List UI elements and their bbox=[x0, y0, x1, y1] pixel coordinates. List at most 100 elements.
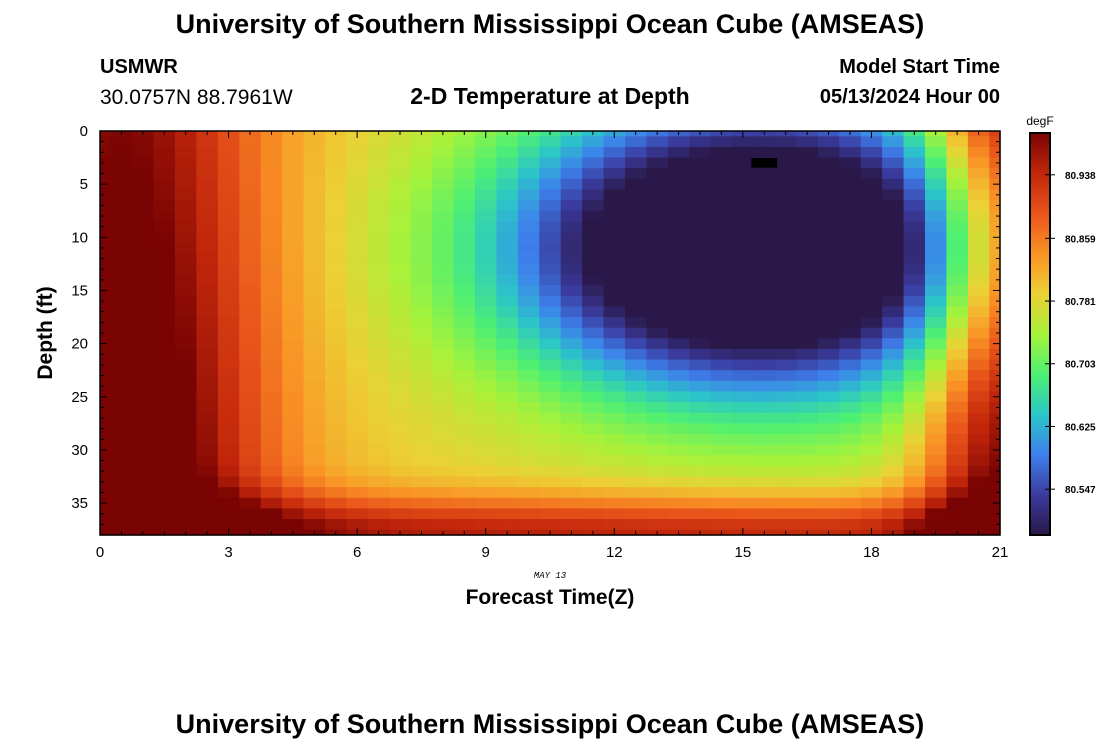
heatmap-cell bbox=[710, 221, 733, 233]
heatmap-cell bbox=[453, 168, 476, 180]
heatmap-cell bbox=[325, 242, 348, 254]
heatmap-cell bbox=[646, 210, 669, 222]
heatmap-cell bbox=[410, 136, 433, 148]
heatmap-cell bbox=[217, 157, 240, 169]
heatmap-cell bbox=[646, 168, 669, 180]
heatmap-cell bbox=[817, 412, 840, 424]
heatmap-cell bbox=[410, 306, 433, 318]
heatmap-cell bbox=[196, 210, 219, 222]
heatmap-cell bbox=[410, 359, 433, 371]
heatmap-cell bbox=[732, 412, 755, 424]
heatmap-cell bbox=[646, 434, 669, 446]
heatmap-cell bbox=[539, 263, 562, 276]
heatmap-cell bbox=[625, 242, 648, 254]
heatmap-cell bbox=[175, 487, 198, 499]
heatmap-cell bbox=[646, 497, 669, 510]
heatmap-cell bbox=[217, 348, 240, 361]
heatmap-cell bbox=[925, 338, 948, 350]
heatmap-cell bbox=[775, 508, 798, 520]
heatmap-cell bbox=[325, 168, 348, 180]
heatmap-cell bbox=[560, 370, 583, 382]
heatmap-cell bbox=[325, 487, 348, 499]
heatmap-cell bbox=[625, 263, 648, 276]
heatmap-cell bbox=[282, 455, 305, 467]
heatmap-cell bbox=[753, 348, 776, 361]
y-tick-label: 15 bbox=[71, 282, 88, 299]
heatmap-cell bbox=[100, 306, 112, 318]
heatmap-cell bbox=[967, 380, 990, 393]
heatmap-cell bbox=[925, 465, 948, 478]
heatmap-cell bbox=[689, 274, 712, 286]
heatmap-cell bbox=[582, 519, 605, 531]
heatmap-cell bbox=[110, 338, 133, 350]
heatmap-cell bbox=[217, 178, 240, 191]
heatmap-cell bbox=[100, 327, 112, 339]
heatmap-cell bbox=[239, 508, 262, 520]
heatmap-cell bbox=[775, 402, 798, 414]
heatmap-cell bbox=[603, 253, 626, 265]
heatmap-cell bbox=[100, 359, 112, 371]
heatmap-cell bbox=[196, 168, 219, 180]
heatmap-cell bbox=[560, 465, 583, 478]
heatmap-cell bbox=[153, 295, 176, 308]
heatmap-cell bbox=[732, 380, 755, 393]
heatmap-cell bbox=[860, 232, 883, 244]
heatmap-cell bbox=[539, 136, 562, 148]
heatmap-cell bbox=[475, 476, 498, 488]
heatmap-cell bbox=[946, 242, 969, 254]
heatmap-cell bbox=[303, 412, 326, 424]
heatmap-cell bbox=[775, 168, 798, 180]
heatmap-cell bbox=[389, 359, 412, 371]
heatmap-cell bbox=[667, 242, 690, 254]
heatmap-cell bbox=[882, 263, 905, 276]
heatmap-cell bbox=[646, 317, 669, 329]
heatmap-cell bbox=[625, 359, 648, 371]
heatmap-cell bbox=[860, 327, 883, 339]
heatmap-cell bbox=[496, 391, 519, 403]
heatmap-cell bbox=[667, 285, 690, 297]
heatmap-cell bbox=[882, 412, 905, 424]
heatmap-cell bbox=[132, 370, 155, 382]
heatmap-cell bbox=[132, 508, 155, 520]
y-tick-label: 5 bbox=[80, 176, 88, 193]
heatmap-cell bbox=[625, 146, 648, 159]
heatmap-cell bbox=[432, 274, 455, 286]
heatmap-cell bbox=[603, 146, 626, 159]
heatmap-cell bbox=[989, 529, 1001, 536]
heatmap-cell bbox=[989, 434, 1001, 446]
heatmap-cell bbox=[110, 359, 133, 371]
heatmap-cell bbox=[946, 465, 969, 478]
heatmap-cell bbox=[925, 497, 948, 510]
heatmap-cell bbox=[496, 348, 519, 361]
heatmap-cell bbox=[153, 178, 176, 191]
heatmap-cell bbox=[903, 295, 926, 308]
heatmap-cell bbox=[817, 232, 840, 244]
heatmap-cell bbox=[367, 359, 390, 371]
heatmap-cell bbox=[410, 317, 433, 329]
heatmap-cell bbox=[217, 136, 240, 148]
heatmap-cell bbox=[796, 136, 819, 148]
heatmap-cell bbox=[753, 274, 776, 286]
heatmap-cell bbox=[432, 359, 455, 371]
heatmap-cell bbox=[667, 317, 690, 329]
heatmap-cell bbox=[860, 210, 883, 222]
heatmap-cell bbox=[882, 476, 905, 488]
heatmap-cell bbox=[560, 444, 583, 456]
heatmap-cell bbox=[346, 157, 369, 169]
heatmap-cell bbox=[432, 242, 455, 254]
heatmap-cell bbox=[132, 402, 155, 414]
heatmap-cell bbox=[667, 210, 690, 222]
heatmap-cell bbox=[517, 263, 540, 276]
heatmap-cell bbox=[839, 370, 862, 382]
heatmap-cell bbox=[410, 434, 433, 446]
heatmap-cell bbox=[903, 136, 926, 148]
heatmap-cell bbox=[582, 306, 605, 318]
heatmap-cell bbox=[882, 168, 905, 180]
heatmap-cell bbox=[367, 444, 390, 456]
heatmap-cell bbox=[100, 221, 112, 233]
heatmap-cell bbox=[967, 221, 990, 233]
heatmap-cell bbox=[860, 487, 883, 499]
heatmap-cell bbox=[989, 359, 1001, 371]
heatmap-cell bbox=[903, 317, 926, 329]
heatmap-cell bbox=[796, 423, 819, 435]
